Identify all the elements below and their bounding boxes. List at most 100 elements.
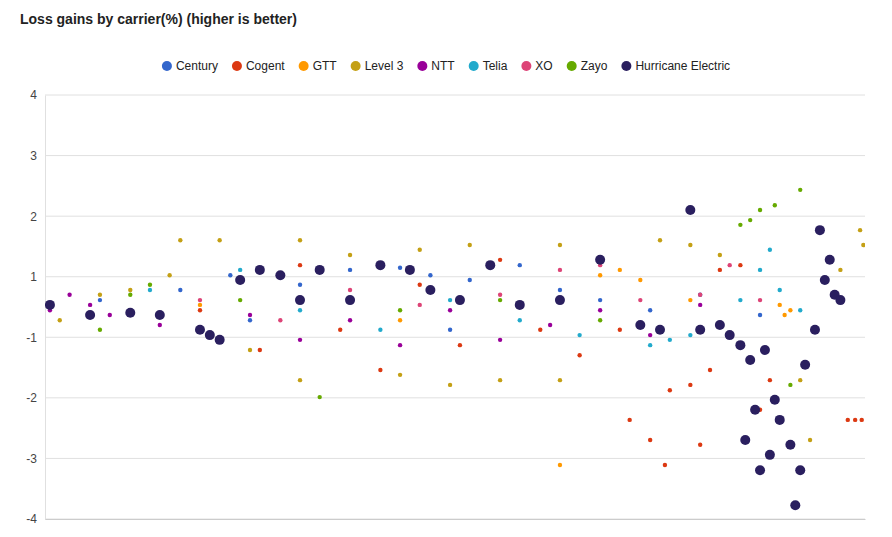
point [217,238,221,242]
series [48,293,703,348]
point [688,298,692,302]
point [418,248,422,252]
point [455,295,465,305]
point [228,273,232,277]
y-tick: 4 [30,88,45,102]
point [858,228,862,232]
point [125,308,135,318]
point [148,283,152,287]
point [638,278,642,282]
point [738,263,742,267]
point [685,205,695,215]
point [558,288,562,292]
series [98,263,763,332]
point [668,338,672,342]
point [853,418,857,422]
legend-swatch [299,61,309,71]
x-axis-line [46,519,866,520]
point [738,298,742,302]
point [808,438,812,442]
point [773,203,777,207]
point [418,283,422,287]
point [790,500,800,510]
legend-label: XO [535,59,552,73]
grid-line [45,216,865,217]
point [785,440,795,450]
point [778,303,782,307]
series [98,188,803,400]
y-tick: -1 [26,331,45,345]
point [648,438,652,442]
point [198,303,202,307]
point [248,313,252,317]
point [398,343,402,347]
point [298,338,302,342]
point [98,298,102,302]
y-tick-label: 2 [30,209,37,223]
point [861,243,865,247]
legend-swatch [521,61,531,71]
point [448,308,452,312]
y-tick: 2 [30,209,45,223]
point [238,268,242,272]
y-tick-label: -4 [26,512,37,526]
plot-area [45,188,865,511]
point [428,273,432,277]
point [448,298,452,302]
point [108,313,112,317]
legend-item: GTT [299,59,338,73]
point [235,275,245,285]
point [748,218,752,222]
point [598,273,602,277]
legend-swatch [621,61,631,71]
legend-label: Century [176,59,218,73]
point [498,378,502,382]
point [348,253,352,257]
point [648,308,652,312]
point [558,243,562,247]
legend-item: Cogent [232,59,285,73]
point [648,343,652,347]
point [668,388,672,392]
point [577,353,581,357]
point [485,260,495,270]
legend-label: NTT [431,59,455,73]
point [663,463,667,467]
point [698,303,702,307]
point [515,300,525,310]
grid-line [45,155,865,156]
point [538,328,542,332]
point [688,243,692,247]
y-tick: -2 [26,391,45,405]
legend-item: XO [521,59,552,73]
point [178,288,182,292]
point [378,368,382,372]
y-tick: -3 [26,452,45,466]
point [155,310,165,320]
point [85,310,95,320]
point [67,293,71,297]
point [195,325,205,335]
point [215,335,225,345]
point [425,285,435,295]
point [698,443,702,447]
point [468,243,472,247]
point [498,338,502,342]
point [598,318,602,322]
point [498,258,502,262]
point [315,265,325,275]
point [798,188,802,192]
y-tick-label: 1 [30,270,37,284]
point [738,223,742,227]
point [348,288,352,292]
point [468,278,472,282]
grid-line [45,397,865,398]
point [405,265,415,275]
point [688,333,692,337]
point [718,268,722,272]
point [248,348,252,352]
point [398,318,402,322]
point [758,268,762,272]
point [348,268,352,272]
point [745,355,755,365]
